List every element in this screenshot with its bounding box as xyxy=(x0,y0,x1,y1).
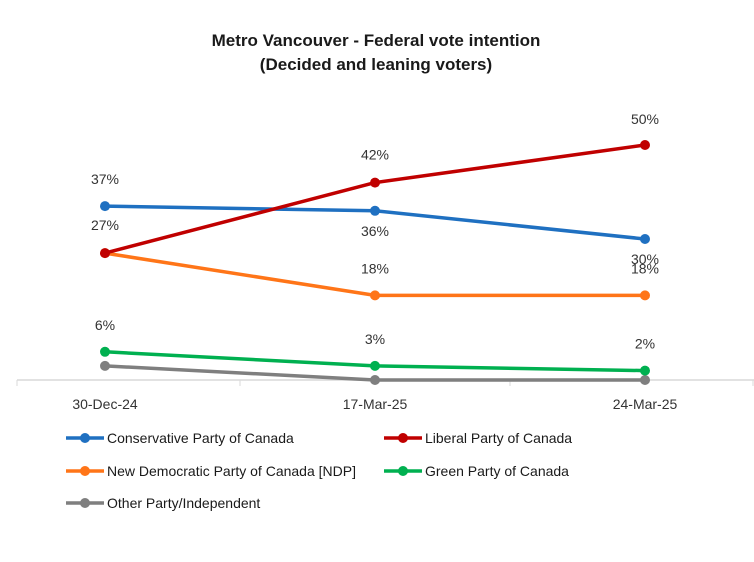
data-label: 18% xyxy=(361,260,389,276)
data-point xyxy=(640,375,650,385)
legend-label: Green Party of Canada xyxy=(425,463,569,479)
legend-swatch-marker xyxy=(80,433,90,443)
data-label: 42% xyxy=(361,147,389,163)
data-label: 2% xyxy=(635,336,655,352)
legend-label: Liberal Party of Canada xyxy=(425,430,572,446)
legend-swatch-marker xyxy=(80,466,90,476)
x-tick-label: 24-Mar-25 xyxy=(613,396,678,412)
data-point xyxy=(640,234,650,244)
data-point xyxy=(100,346,110,357)
data-point xyxy=(100,201,110,212)
data-point xyxy=(640,365,650,376)
data-label: 36% xyxy=(361,223,389,239)
x-axis: 30-Dec-24 17-Mar-25 24-Mar-25 xyxy=(16,379,754,412)
data-label: 3% xyxy=(365,331,385,347)
legend-label: Other Party/Independent xyxy=(107,495,260,511)
legend-swatch-marker xyxy=(80,498,90,508)
x-tick-label: 17-Mar-25 xyxy=(343,396,408,412)
data-point xyxy=(370,375,380,385)
data-labels: 37% 36% 30% 42% 50% 27% 18% 18% 6% 3% 2% xyxy=(91,111,659,352)
legend-item: Liberal Party of Canada xyxy=(384,430,572,446)
data-point xyxy=(370,290,380,301)
legend: Conservative Party of Canada Liberal Part… xyxy=(66,430,572,511)
data-point xyxy=(640,290,650,301)
data-label: 37% xyxy=(91,171,119,187)
legend-label: Conservative Party of Canada xyxy=(107,430,294,446)
legend-swatch-marker xyxy=(398,466,408,476)
legend-item: Green Party of Canada xyxy=(384,463,569,479)
data-point xyxy=(640,140,650,150)
data-label: 18% xyxy=(631,260,659,276)
data-point xyxy=(370,177,380,188)
legend-label: New Democratic Party of Canada [NDP] xyxy=(107,463,356,479)
data-label: 6% xyxy=(95,317,115,333)
x-tick-label: 30-Dec-24 xyxy=(72,396,138,412)
data-point xyxy=(370,205,380,216)
chart-title: Metro Vancouver - Federal vote intention xyxy=(212,31,541,50)
data-point xyxy=(100,360,110,371)
legend-item: Conservative Party of Canada xyxy=(66,430,294,446)
data-label: 50% xyxy=(631,111,659,127)
data-point xyxy=(370,360,380,371)
chart-subtitle: (Decided and leaning voters) xyxy=(260,55,492,74)
legend-swatch-marker xyxy=(398,433,408,443)
series-lines xyxy=(100,140,650,385)
data-label: 30% xyxy=(631,251,659,267)
legend-item: New Democratic Party of Canada [NDP] xyxy=(66,463,356,479)
data-label: 27% xyxy=(91,217,119,233)
data-point xyxy=(100,248,110,259)
legend-item: Other Party/Independent xyxy=(66,495,260,511)
